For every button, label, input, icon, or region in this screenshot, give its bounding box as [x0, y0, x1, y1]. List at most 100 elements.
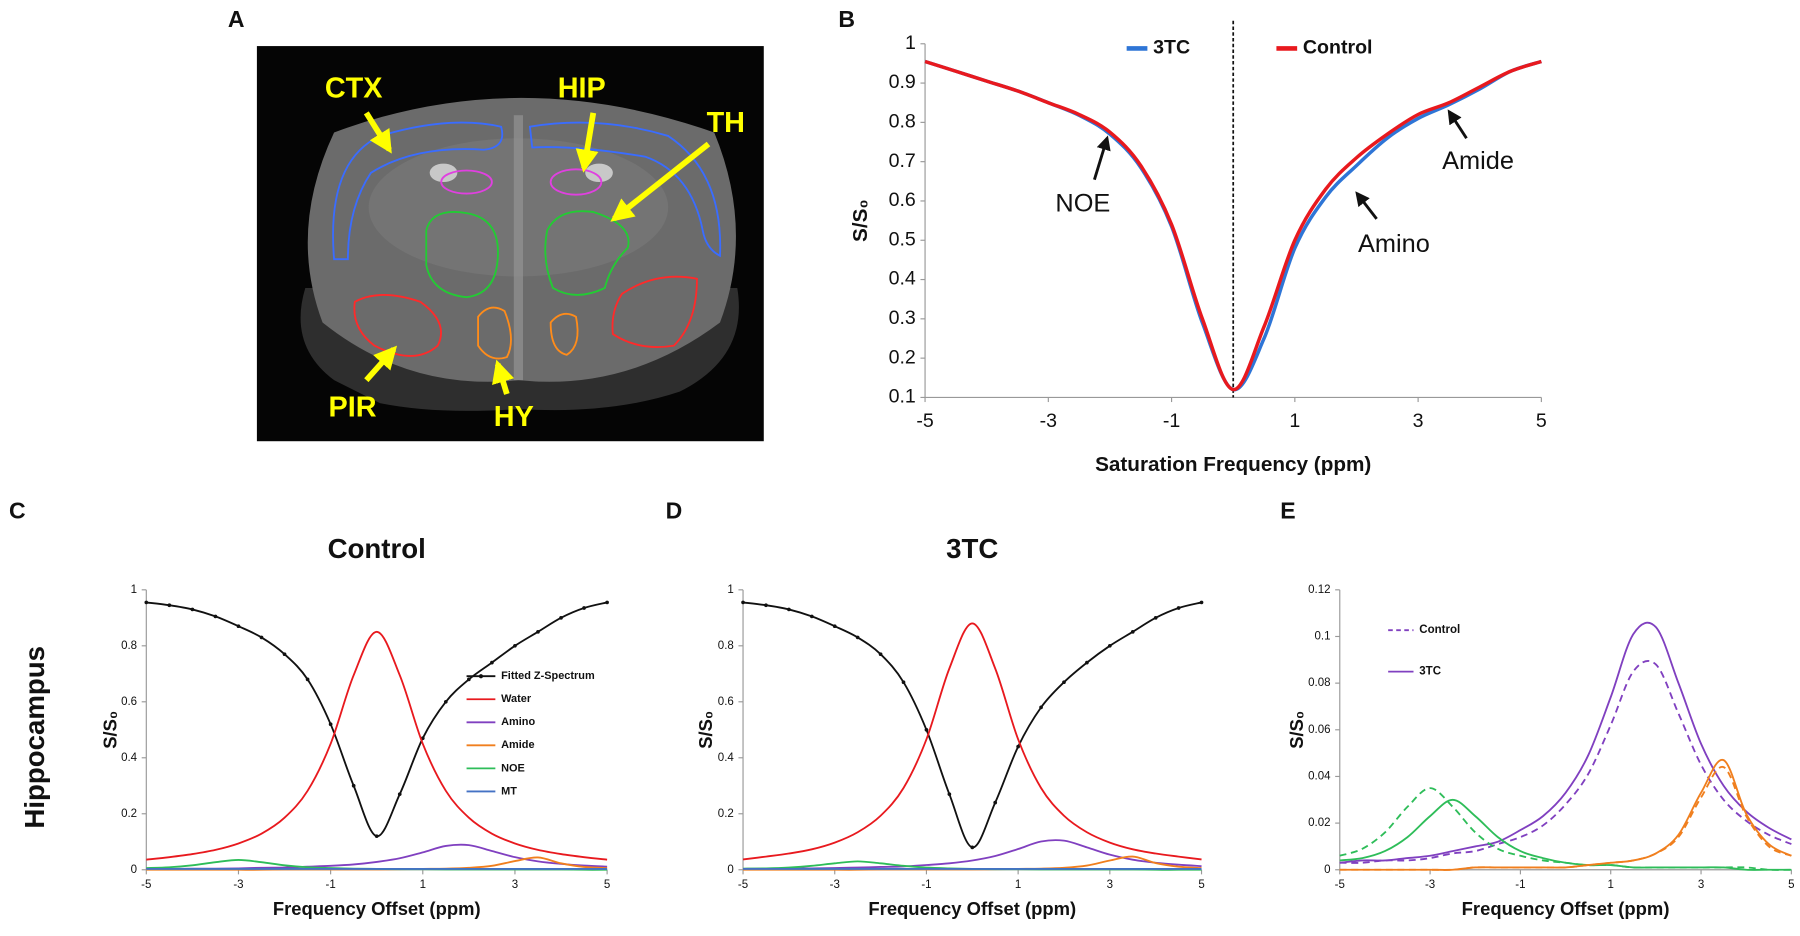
y-tick-label: 0.2: [889, 346, 916, 368]
legend-label: Amide: [501, 739, 534, 751]
data-point: [467, 677, 471, 682]
data-point: [605, 600, 609, 605]
legend-label: NOE: [501, 762, 525, 774]
data-point: [559, 615, 563, 620]
y-tick-label: 0.12: [1308, 584, 1330, 596]
x-tick-label: 1: [1608, 879, 1614, 891]
series-line: [1339, 621, 1792, 864]
y-tick-label: 0.3: [889, 307, 916, 329]
data-point: [1039, 705, 1043, 710]
y-tick-label: 0.9: [889, 71, 916, 93]
x-tick-label: -3: [1425, 879, 1435, 891]
y-tick-label: 1: [131, 584, 137, 596]
x-tick-label: -1: [1515, 879, 1525, 891]
x-tick-label: 1: [1015, 879, 1021, 891]
series-line: [1339, 798, 1792, 871]
y-tick-label: 1: [727, 584, 733, 596]
x-tick-label: -1: [921, 879, 931, 891]
annotation: NOE: [1055, 190, 1110, 218]
chart-panel: D 3TC 0 0.2 0.4 0.6 0.8 1 -5 -3 -1 1 3 5 Frequency Off…: [666, 498, 1205, 919]
legend-label: Control: [1303, 37, 1373, 59]
y-tick-label: 0.4: [889, 268, 916, 290]
chart-panel: B 0.1 0.2 0.3 0.4 0.5 0.6 0.7 0.8 0.9 1 -5 -3 -1 1 3 5 Sa…: [838, 6, 1547, 476]
y-tick-label: 0.4: [121, 752, 138, 764]
x-tick-label: 3: [1413, 410, 1424, 432]
data-point: [305, 677, 310, 682]
data-point: [351, 783, 356, 788]
series-line: [146, 630, 608, 861]
region-label: CTX: [325, 72, 383, 104]
chart-title: Control: [328, 533, 426, 564]
x-axis-label: Frequency Offset (ppm): [273, 898, 481, 919]
y-tick-label: 0.6: [889, 189, 916, 211]
annotation-arrow: [1355, 191, 1378, 220]
data-point: [741, 600, 745, 605]
panel-label: A: [228, 6, 245, 32]
data-point: [167, 603, 172, 608]
x-tick-label: 5: [1536, 410, 1547, 432]
data-point: [878, 652, 883, 657]
y-tick-label: 0.2: [718, 808, 734, 820]
x-tick-label: 5: [604, 879, 610, 891]
series-line: [743, 839, 1202, 870]
x-tick-label: -5: [916, 410, 934, 432]
y-tick-label: 0.02: [1308, 817, 1330, 829]
y-tick-label: 1: [905, 32, 916, 54]
y-tick-label: 0: [727, 864, 733, 876]
y-tick-label: 0.6: [718, 696, 734, 708]
legend-label: 3TC: [1419, 666, 1441, 678]
x-axis-label: Frequency Offset (ppm): [868, 898, 1076, 919]
series-line: [1339, 766, 1792, 871]
panel-label: E: [1280, 498, 1295, 524]
y-tick-label: 0: [1324, 864, 1330, 876]
mri-image: [256, 46, 764, 442]
data-point: [443, 699, 448, 704]
legend-label: Fitted Z-Spectrum: [501, 670, 595, 682]
data-point: [1016, 744, 1020, 749]
y-axis-label: S/S₀: [1286, 711, 1307, 749]
data-point: [236, 624, 241, 629]
data-point: [855, 635, 860, 640]
chart-title: 3TC: [946, 533, 998, 564]
x-tick-label: -5: [141, 879, 151, 891]
data-point: [328, 722, 333, 727]
x-tick-label: 5: [1198, 879, 1204, 891]
y-tick-label: 0.04: [1308, 770, 1331, 782]
series-line: [1339, 759, 1792, 871]
y-tick-label: 0.2: [121, 808, 137, 820]
legend-marker: [478, 674, 484, 679]
data-point: [1199, 600, 1204, 605]
legend-label: Amino: [501, 716, 535, 728]
chart-panel: C Control 0 0.2 0.4 0.6 0.8 1 -5 -3 -1 1 3 5 Frequency…: [9, 498, 610, 919]
data-point: [901, 680, 906, 685]
data-point: [490, 660, 494, 665]
y-tick-label: 0.08: [1308, 677, 1330, 689]
data-point: [764, 603, 768, 608]
panel-label: B: [838, 6, 855, 32]
panel-label: D: [666, 498, 683, 524]
y-tick-label: 0.7: [889, 150, 916, 172]
row-label: Hippocampus: [19, 646, 50, 829]
x-tick-label: -1: [1163, 410, 1180, 432]
y-axis-label: S/S₀: [849, 199, 872, 242]
y-tick-label: 0.06: [1308, 724, 1330, 736]
data-point: [947, 792, 952, 797]
data-point: [144, 600, 149, 605]
x-axis-label: Frequency Offset (ppm): [1462, 898, 1670, 919]
y-tick-label: 0.5: [889, 228, 916, 250]
y-tick-label: 0.6: [121, 696, 137, 708]
annotation: Amino: [1358, 230, 1430, 258]
x-tick-label: 1: [420, 879, 426, 891]
panel-label: C: [9, 498, 26, 524]
series-line: [924, 59, 1542, 392]
legend-label: 3TC: [1153, 37, 1190, 59]
data-point: [1130, 629, 1135, 634]
data-point: [787, 607, 791, 612]
data-point: [809, 614, 814, 619]
x-tick-label: 3: [1107, 879, 1113, 891]
y-axis-label: S/S₀: [100, 711, 121, 749]
data-point: [1107, 643, 1112, 648]
x-tick-label: 3: [1698, 879, 1704, 891]
series-line: [742, 601, 1202, 849]
